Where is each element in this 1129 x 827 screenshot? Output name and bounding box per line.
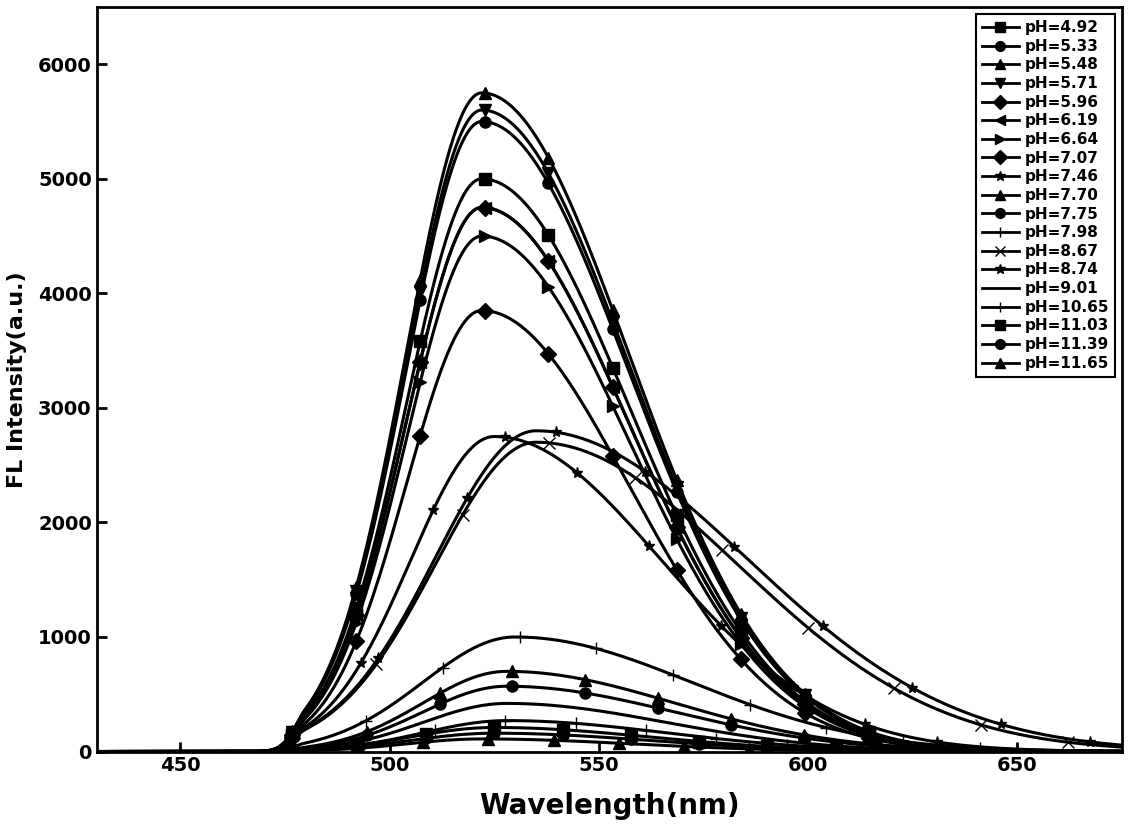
X-axis label: Wavelength(nm): Wavelength(nm) [479, 792, 739, 820]
Legend: pH=4.92, pH=5.33, pH=5.48, pH=5.71, pH=5.96, pH=6.19, pH=6.64, pH=7.07, pH=7.46,: pH=4.92, pH=5.33, pH=5.48, pH=5.71, pH=5… [977, 14, 1114, 376]
Y-axis label: FL Intensity(a.u.): FL Intensity(a.u.) [7, 271, 27, 488]
